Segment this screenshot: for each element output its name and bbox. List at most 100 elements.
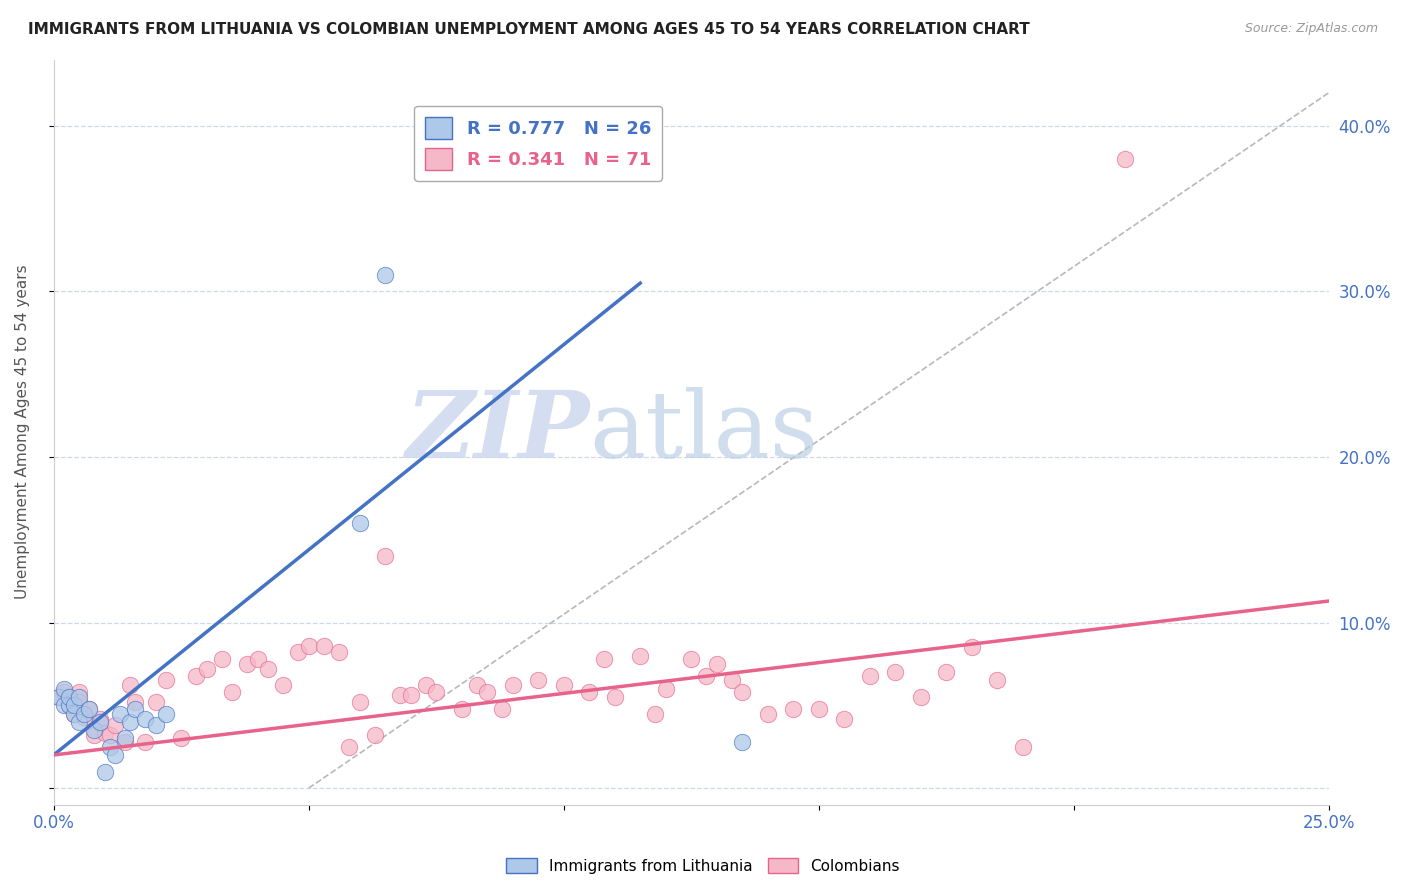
Point (124, 701, 146, 715)
Point (98, 728, 121, 742)
Point (48, 690, 70, 704)
Point (236, 657, 259, 671)
Point (491, 701, 513, 715)
Point (502, 678, 524, 692)
Point (155, 706, 177, 721)
Point (527, 673, 550, 688)
Point (89, 712, 111, 726)
Point (695, 668, 717, 682)
Point (93, 764, 115, 779)
Point (298, 639, 321, 653)
Point (349, 516, 371, 531)
Point (1114, 152, 1136, 166)
Point (134, 735, 156, 749)
Point (52, 681, 75, 696)
Y-axis label: Unemployment Among Ages 45 to 54 years: Unemployment Among Ages 45 to 54 years (15, 265, 30, 599)
Point (67, 695, 90, 709)
Legend: Immigrants from Lithuania, Colombians: Immigrants from Lithuania, Colombians (501, 852, 905, 880)
Point (246, 652, 269, 666)
Point (603, 690, 626, 704)
Point (312, 639, 335, 653)
Point (1011, 739, 1033, 754)
Point (681, 652, 703, 666)
Point (58, 698, 80, 713)
Text: atlas: atlas (589, 387, 818, 477)
Point (910, 690, 932, 704)
Point (644, 706, 666, 721)
Point (83, 728, 105, 742)
Point (48, 690, 70, 704)
Point (374, 268, 396, 282)
Point (211, 652, 233, 666)
Point (98, 739, 121, 754)
Point (221, 685, 243, 699)
Point (67, 714, 90, 729)
Point (415, 678, 437, 692)
Point (124, 695, 146, 709)
Point (756, 706, 779, 721)
Point (465, 678, 488, 692)
Point (389, 689, 412, 703)
Point (553, 678, 575, 692)
Point (67, 685, 90, 699)
Point (374, 549, 396, 564)
Point (731, 685, 754, 699)
Point (63, 698, 86, 713)
Point (93, 726, 115, 740)
Point (104, 718, 127, 732)
Point (58, 698, 80, 713)
Text: Source: ZipAtlas.com: Source: ZipAtlas.com (1244, 22, 1378, 36)
Point (52, 698, 75, 713)
Point (73, 710, 96, 724)
Point (884, 665, 907, 680)
Point (339, 739, 361, 754)
Point (256, 662, 278, 676)
Point (58, 690, 80, 704)
Text: IMMIGRANTS FROM LITHUANIA VS COLOMBIAN UNEMPLOYMENT AMONG AGES 45 TO 54 YEARS CO: IMMIGRANTS FROM LITHUANIA VS COLOMBIAN U… (28, 22, 1029, 37)
Point (287, 645, 309, 659)
Point (425, 685, 447, 699)
Point (706, 657, 728, 671)
Point (721, 673, 744, 688)
Point (832, 712, 855, 726)
Point (134, 712, 156, 726)
Point (364, 728, 387, 742)
Point (349, 695, 371, 709)
Point (578, 685, 600, 699)
Point (63, 706, 86, 721)
Point (104, 747, 127, 762)
Point (52, 685, 75, 699)
Point (450, 701, 472, 715)
Point (89, 714, 111, 729)
Point (859, 668, 882, 682)
Point (328, 645, 350, 659)
Point (186, 668, 208, 682)
Point (935, 665, 957, 680)
Point (155, 673, 177, 688)
Point (79, 701, 101, 715)
Point (986, 673, 1008, 688)
Point (960, 640, 983, 655)
Point (807, 701, 830, 715)
Point (145, 718, 167, 732)
Point (114, 731, 136, 746)
Point (58, 690, 80, 704)
Point (114, 735, 136, 749)
Point (399, 689, 422, 703)
Point (120, 678, 142, 692)
Point (731, 735, 754, 749)
Point (145, 695, 167, 709)
Point (120, 714, 142, 729)
Point (67, 690, 90, 704)
Legend: R = 0.777   N = 26, R = 0.341   N = 71: R = 0.777 N = 26, R = 0.341 N = 71 (415, 106, 662, 181)
Point (475, 685, 498, 699)
Point (63, 706, 86, 721)
Point (195, 662, 218, 676)
Point (83, 723, 105, 738)
Point (73, 706, 96, 721)
Point (654, 681, 676, 696)
Point (170, 731, 193, 746)
Text: ZIP: ZIP (405, 387, 589, 477)
Point (79, 701, 101, 715)
Point (271, 678, 294, 692)
